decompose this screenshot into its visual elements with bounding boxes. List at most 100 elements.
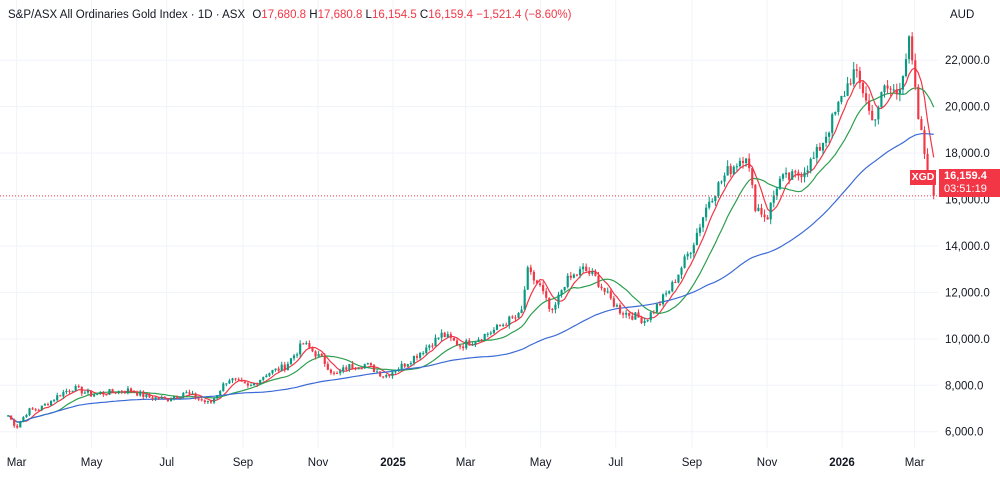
candle-body[interactable] <box>563 286 566 291</box>
candle-body[interactable] <box>25 414 28 418</box>
candle-body[interactable] <box>22 417 25 422</box>
candle-body[interactable] <box>492 329 495 333</box>
candle-body[interactable] <box>732 166 735 175</box>
candle-body[interactable] <box>781 174 785 179</box>
candle-body[interactable] <box>89 390 93 397</box>
candle-body[interactable] <box>477 339 480 342</box>
candle-body[interactable] <box>93 394 96 397</box>
candle-body[interactable] <box>431 345 434 347</box>
candle-body[interactable] <box>157 397 160 399</box>
candle-body[interactable] <box>837 101 840 112</box>
candle-body[interactable] <box>452 337 456 341</box>
candle-body[interactable] <box>680 267 683 275</box>
candle-body[interactable] <box>858 70 861 83</box>
candle-body[interactable] <box>6 415 10 417</box>
candle-body[interactable] <box>603 288 606 292</box>
candle-body[interactable] <box>286 363 289 371</box>
candle-body[interactable] <box>557 294 560 305</box>
candle-body[interactable] <box>818 146 821 151</box>
candle-body[interactable] <box>683 256 686 268</box>
currency-label[interactable]: AUD <box>950 9 975 21</box>
candle-body[interactable] <box>852 69 855 84</box>
candle-body[interactable] <box>889 88 892 90</box>
candle-body[interactable] <box>754 184 757 211</box>
candle-body[interactable] <box>139 391 142 396</box>
candle-body[interactable] <box>222 383 225 392</box>
candle-body[interactable] <box>459 345 462 347</box>
candle-body[interactable] <box>523 289 526 310</box>
candle-body[interactable] <box>203 400 206 403</box>
candle-body[interactable] <box>425 347 428 353</box>
candle-body[interactable] <box>828 132 831 137</box>
candle-body[interactable] <box>145 394 148 398</box>
candle-body[interactable] <box>335 372 339 374</box>
candle-body[interactable] <box>200 399 203 401</box>
candle-body[interactable] <box>446 334 449 338</box>
candle-body[interactable] <box>166 398 169 401</box>
candle-body[interactable] <box>323 355 326 364</box>
candle-body[interactable] <box>243 381 246 384</box>
candle-body[interactable] <box>812 157 815 159</box>
candle-body[interactable] <box>120 390 123 392</box>
candle-body[interactable] <box>151 397 154 400</box>
candle-body[interactable] <box>345 367 348 370</box>
candle-body[interactable] <box>692 244 695 254</box>
candle-body[interactable] <box>637 312 640 318</box>
candle-body[interactable] <box>99 392 102 394</box>
candle-body[interactable] <box>305 343 308 345</box>
candle-body[interactable] <box>209 401 213 403</box>
candle-body[interactable] <box>760 207 763 215</box>
candle-body[interactable] <box>698 227 702 233</box>
candle-body[interactable] <box>351 364 354 369</box>
candle-body[interactable] <box>16 425 19 428</box>
candle-body[interactable] <box>329 369 332 373</box>
candle-body[interactable] <box>271 370 274 374</box>
candle-body[interactable] <box>578 269 582 276</box>
candle-body[interactable] <box>640 317 643 323</box>
candle-body[interactable] <box>775 188 778 196</box>
candle-body[interactable] <box>348 364 351 370</box>
candle-body[interactable] <box>449 334 452 338</box>
candle-body[interactable] <box>65 390 68 393</box>
candle-body[interactable] <box>520 309 523 313</box>
candle-body[interactable] <box>714 196 717 202</box>
candle-body[interactable] <box>741 160 745 163</box>
candle-body[interactable] <box>56 395 59 401</box>
candle-body[interactable] <box>391 372 394 377</box>
candle-body[interactable] <box>182 393 185 397</box>
candle-body[interactable] <box>591 271 594 274</box>
candle-body[interactable] <box>548 297 551 310</box>
candle-body[interactable] <box>898 89 901 95</box>
candle-body[interactable] <box>415 356 419 358</box>
candle-body[interactable] <box>831 114 834 133</box>
candle-body[interactable] <box>409 362 412 365</box>
candle-body[interactable] <box>31 408 34 410</box>
candle-body[interactable] <box>695 232 698 245</box>
candle-body[interactable] <box>216 395 219 399</box>
candle-body[interactable] <box>652 312 655 314</box>
candle-body[interactable] <box>717 182 720 197</box>
candle-body[interactable] <box>105 394 108 396</box>
candle-body[interactable] <box>59 395 62 397</box>
candle-body[interactable] <box>868 100 871 111</box>
candle-body[interactable] <box>874 119 877 121</box>
candle-body[interactable] <box>658 304 662 306</box>
candle-body[interactable] <box>538 283 542 286</box>
candle-body[interactable] <box>618 305 622 314</box>
candle-body[interactable] <box>797 172 800 176</box>
candle-body[interactable] <box>9 415 13 420</box>
candle-body[interactable] <box>136 392 139 396</box>
candle-body[interactable] <box>428 345 431 348</box>
candle-body[interactable] <box>268 373 271 376</box>
candle-body[interactable] <box>625 312 628 315</box>
candle-body[interactable] <box>634 312 637 320</box>
candle-body[interactable] <box>609 291 612 299</box>
candle-body[interactable] <box>661 294 665 305</box>
candle-body[interactable] <box>745 158 748 163</box>
candle-body[interactable] <box>176 396 179 398</box>
candle-body[interactable] <box>49 400 53 406</box>
candle-body[interactable] <box>914 60 917 87</box>
candle-body[interactable] <box>791 171 794 180</box>
candle-body[interactable] <box>206 401 209 403</box>
candle-body[interactable] <box>846 83 849 96</box>
